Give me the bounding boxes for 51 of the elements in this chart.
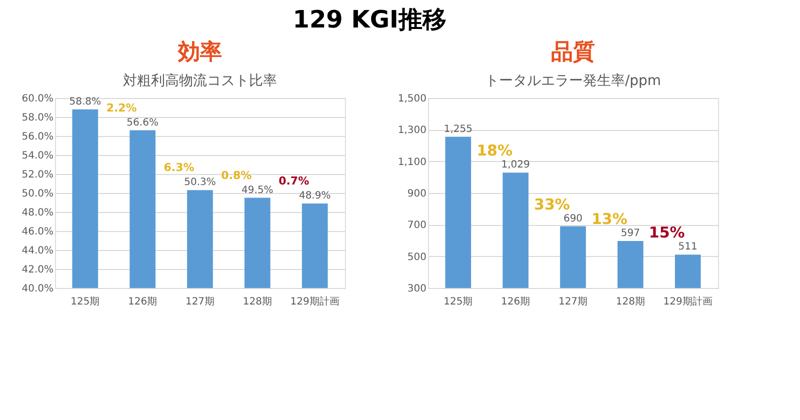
data-label: 511 — [678, 242, 698, 253]
annotation: 0.8% — [221, 168, 252, 182]
y-tick-label: 54.0% — [22, 150, 54, 162]
chart-title: 効率 — [177, 39, 222, 65]
data-label: 48.9% — [298, 190, 331, 202]
y-tick-label: 500 — [407, 252, 426, 263]
data-label: 56.6% — [126, 117, 158, 128]
data-label: 1,029 — [501, 160, 530, 171]
y-tick-label: 300 — [407, 284, 426, 294]
chart-subtitle: 対粗利高物流コスト比率 — [123, 73, 277, 89]
y-tick-label: 1,500 — [398, 94, 426, 104]
annotation: 6.3% — [164, 161, 194, 174]
x-tick-label: 127期 — [558, 296, 588, 308]
y-tick-label: 700 — [407, 220, 426, 232]
y-tick-label: 46.0% — [22, 226, 54, 238]
x-tick-label: 125期 — [444, 296, 473, 308]
y-tick-label: 900 — [407, 188, 426, 200]
y-tick-label: 50.0% — [22, 188, 54, 200]
chart-title: 品質 — [551, 39, 595, 65]
x-tick-label: 129期計画 — [663, 296, 712, 308]
annotation: 18% — [476, 142, 513, 160]
data-label: 58.8% — [69, 96, 102, 108]
y-tick-label: 1,300 — [398, 125, 426, 136]
y-tick-label: 48.0% — [22, 208, 54, 218]
x-tick-label: 129期計画 — [290, 296, 340, 308]
y-tick-label: 58.0% — [22, 112, 54, 124]
x-tick-label: 125期 — [70, 296, 100, 308]
y-tick-label: 44.0% — [22, 246, 54, 256]
x-tick-label: 126期 — [501, 296, 530, 308]
y-tick-label: 56.0% — [22, 132, 54, 142]
y-tick-label: 1,100 — [398, 156, 426, 168]
chart-subtitle: トータルエラー発生率/ppm — [484, 73, 662, 89]
annotation: 2.2% — [106, 101, 137, 114]
data-label: 690 — [563, 213, 583, 224]
annotation: 33% — [534, 195, 570, 214]
annotation: 15% — [648, 224, 685, 242]
annotation: 13% — [591, 210, 628, 228]
y-tick-label: 40.0% — [22, 284, 54, 294]
x-tick-label: 126期 — [128, 296, 158, 308]
y-tick-label: 60.0% — [22, 94, 54, 104]
data-label: 1,255 — [444, 124, 472, 135]
text: 129 KGI推移 — [292, 6, 446, 34]
x-tick-label: 128期 — [242, 296, 272, 308]
data-label: 597 — [620, 228, 640, 239]
y-tick-label: 42.0% — [22, 264, 54, 276]
y-tick-label: 52.0% — [22, 170, 54, 180]
annotation: 0.7% — [278, 174, 310, 188]
x-tick-label: 128期 — [616, 296, 645, 308]
x-tick-label: 127期 — [185, 296, 215, 308]
data-label: 50.3% — [184, 177, 216, 188]
data-label: 49.5% — [242, 184, 274, 196]
